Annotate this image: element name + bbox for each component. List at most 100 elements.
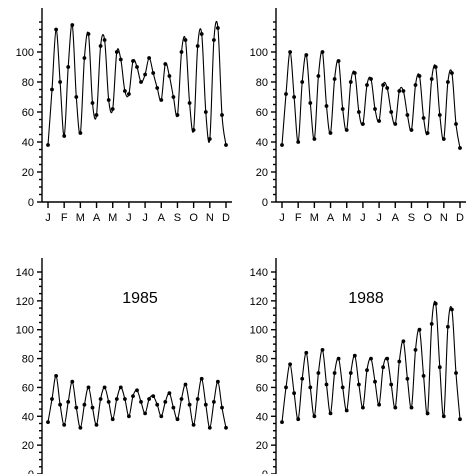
- data-point: [78, 425, 83, 430]
- data-point: [446, 80, 450, 84]
- data-point: [203, 402, 208, 407]
- data-point: [316, 74, 321, 78]
- data-point: [118, 385, 123, 390]
- data-point: [66, 400, 71, 404]
- data-point: [110, 107, 115, 111]
- data-point: [300, 80, 305, 84]
- data-point: [292, 95, 296, 99]
- x-tick-label: M: [342, 212, 351, 224]
- data-point: [224, 143, 228, 147]
- data-point: [98, 44, 103, 48]
- series-line: [281, 50, 461, 149]
- data-point: [284, 385, 288, 390]
- data-point: [417, 74, 422, 78]
- y-tick-label: 20: [22, 167, 34, 179]
- x-tick-label: J: [360, 212, 366, 224]
- data-point: [348, 371, 353, 375]
- data-point: [123, 397, 127, 401]
- data-point: [106, 400, 111, 404]
- x-tick-label: M: [310, 212, 319, 224]
- data-point: [288, 50, 292, 54]
- data-point: [336, 59, 341, 63]
- data-point: [66, 65, 71, 69]
- data-point: [70, 379, 75, 384]
- data-point: [102, 38, 107, 42]
- series-line: [47, 20, 227, 146]
- y-tick-label: 60: [256, 382, 268, 394]
- x-tick-label: A: [392, 212, 400, 224]
- data-point: [147, 56, 152, 60]
- y-tick-label: 40: [256, 411, 268, 423]
- data-point: [224, 425, 228, 430]
- data-point: [126, 414, 131, 419]
- data-point: [70, 23, 75, 27]
- data-point: [183, 38, 188, 42]
- data-point: [413, 348, 418, 352]
- data-point: [437, 113, 442, 117]
- chart-panel-4: 0 20 40 60 80 100 120 140 1988: [250, 258, 462, 474]
- y-tick-label: 40: [256, 137, 268, 149]
- data-point: [199, 32, 204, 36]
- data-point: [118, 57, 123, 62]
- x-tick-label: N: [440, 212, 448, 224]
- data-point: [220, 405, 224, 410]
- y-tick-label: 0: [262, 197, 268, 209]
- x-tick-label: J: [279, 212, 285, 224]
- data-point: [393, 122, 398, 126]
- y-tick-label: 120: [16, 296, 34, 308]
- x-tick-label: F: [295, 212, 302, 224]
- data-point: [207, 137, 212, 141]
- y-tick-label: 140: [250, 267, 268, 279]
- data-point: [397, 89, 402, 93]
- y-tick-label: 40: [22, 411, 34, 423]
- data-point: [377, 402, 381, 407]
- series-line: [47, 375, 227, 429]
- data-point: [46, 420, 50, 424]
- data-point: [328, 411, 333, 416]
- data-point: [123, 89, 127, 93]
- data-point: [195, 44, 200, 48]
- data-point: [385, 356, 390, 361]
- data-point: [361, 405, 365, 410]
- data-point: [74, 405, 79, 410]
- x-tick-label: N: [206, 212, 214, 224]
- data-point: [340, 107, 345, 111]
- data-point: [409, 128, 414, 132]
- data-point: [114, 397, 119, 401]
- data-point: [332, 77, 337, 81]
- data-point: [175, 113, 180, 117]
- y-tick-label: 60: [256, 107, 268, 119]
- data-point: [82, 402, 87, 407]
- data-point: [450, 307, 454, 312]
- x-tick-label: F: [61, 212, 68, 224]
- data-point: [405, 113, 410, 117]
- data-point: [393, 405, 398, 410]
- data-point: [441, 137, 446, 141]
- x-tick-label: A: [327, 212, 335, 224]
- data-point: [454, 371, 458, 375]
- data-point: [328, 131, 333, 135]
- data-point: [135, 388, 139, 393]
- data-point: [114, 50, 119, 54]
- x-tick-label: J: [126, 212, 132, 224]
- data-point: [409, 405, 414, 410]
- data-point: [216, 379, 220, 384]
- data-point: [58, 402, 62, 407]
- data-point: [369, 77, 373, 81]
- data-point: [94, 423, 99, 427]
- data-point: [98, 397, 103, 401]
- y-tick-label: 20: [256, 440, 268, 452]
- data-point: [296, 140, 301, 144]
- x-tick-label: D: [222, 212, 230, 224]
- y-tick-label: 20: [256, 167, 268, 179]
- data-point: [106, 98, 111, 102]
- data-point: [163, 400, 168, 404]
- data-point: [336, 356, 341, 361]
- data-point: [207, 425, 212, 430]
- data-point: [131, 394, 135, 398]
- data-point: [429, 322, 434, 326]
- x-tick-label: A: [158, 212, 166, 224]
- data-point: [320, 50, 325, 54]
- x-tick-label: M: [76, 212, 85, 224]
